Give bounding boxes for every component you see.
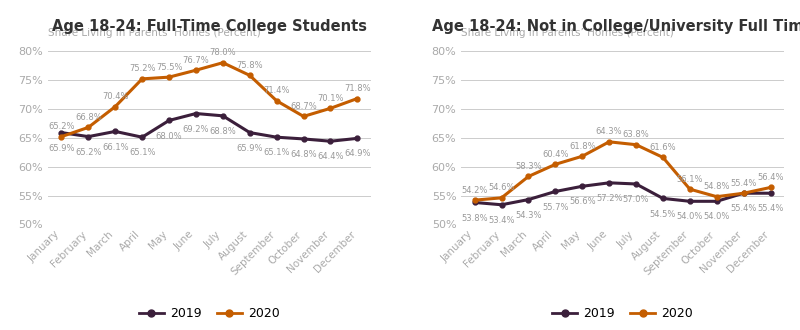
Text: 61.8%: 61.8% (569, 142, 595, 151)
Text: 64.4%: 64.4% (318, 152, 344, 161)
Text: 70.4%: 70.4% (102, 92, 129, 101)
Text: 61.6%: 61.6% (650, 143, 676, 152)
Legend: 2019, 2020: 2019, 2020 (547, 302, 698, 325)
Text: 68.8%: 68.8% (210, 127, 236, 136)
Text: 64.8%: 64.8% (290, 150, 317, 159)
Text: 54.0%: 54.0% (703, 213, 730, 221)
Text: 75.5%: 75.5% (156, 63, 182, 72)
Legend: 2019, 2020: 2019, 2020 (134, 302, 285, 325)
Text: 54.6%: 54.6% (488, 183, 514, 192)
Text: 68.7%: 68.7% (290, 102, 317, 111)
Text: 70.1%: 70.1% (318, 94, 344, 103)
Title: Age 18-24: Full-Time College Students: Age 18-24: Full-Time College Students (52, 19, 367, 34)
Text: Share Living in Parents’ Homes (Percent): Share Living in Parents’ Homes (Percent) (48, 28, 261, 38)
Text: 57.0%: 57.0% (622, 195, 650, 204)
Text: 56.1%: 56.1% (677, 175, 703, 183)
Text: 65.9%: 65.9% (237, 144, 263, 153)
Text: 54.8%: 54.8% (703, 182, 730, 191)
Text: 66.8%: 66.8% (75, 113, 102, 122)
Text: 65.2%: 65.2% (48, 122, 74, 131)
Text: 64.9%: 64.9% (344, 149, 370, 158)
Text: 53.4%: 53.4% (488, 216, 514, 225)
Text: 55.7%: 55.7% (542, 203, 569, 212)
Text: 54.3%: 54.3% (515, 211, 542, 220)
Text: 54.0%: 54.0% (677, 213, 703, 221)
Text: 71.8%: 71.8% (344, 84, 370, 93)
Text: 55.4%: 55.4% (730, 179, 757, 188)
Text: 65.1%: 65.1% (129, 148, 155, 157)
Text: Share Living in Parents’ Homes (Percent): Share Living in Parents’ Homes (Percent) (461, 28, 674, 38)
Text: 69.2%: 69.2% (182, 125, 210, 134)
Text: 65.1%: 65.1% (263, 148, 290, 157)
Text: 53.8%: 53.8% (462, 214, 488, 222)
Text: 54.2%: 54.2% (462, 185, 488, 195)
Text: 65.9%: 65.9% (48, 144, 74, 153)
Text: 57.2%: 57.2% (596, 194, 622, 203)
Text: 71.4%: 71.4% (263, 86, 290, 95)
Text: 68.0%: 68.0% (156, 132, 182, 141)
Text: 60.4%: 60.4% (542, 150, 569, 159)
Text: 64.3%: 64.3% (596, 127, 622, 136)
Text: 56.6%: 56.6% (569, 197, 595, 206)
Text: 55.4%: 55.4% (758, 204, 784, 213)
Text: 56.4%: 56.4% (758, 173, 784, 182)
Text: 66.1%: 66.1% (102, 143, 129, 151)
Text: 54.5%: 54.5% (650, 210, 676, 218)
Text: 55.4%: 55.4% (730, 204, 757, 213)
Text: 78.0%: 78.0% (210, 48, 236, 57)
Text: 65.2%: 65.2% (75, 148, 102, 157)
Text: 58.3%: 58.3% (515, 162, 542, 171)
Text: 76.7%: 76.7% (182, 56, 210, 65)
Title: Age 18-24: Not in College/University Full Time: Age 18-24: Not in College/University Ful… (432, 19, 800, 34)
Text: 63.8%: 63.8% (622, 130, 650, 139)
Text: 75.2%: 75.2% (129, 64, 155, 73)
Text: 75.8%: 75.8% (237, 61, 263, 70)
